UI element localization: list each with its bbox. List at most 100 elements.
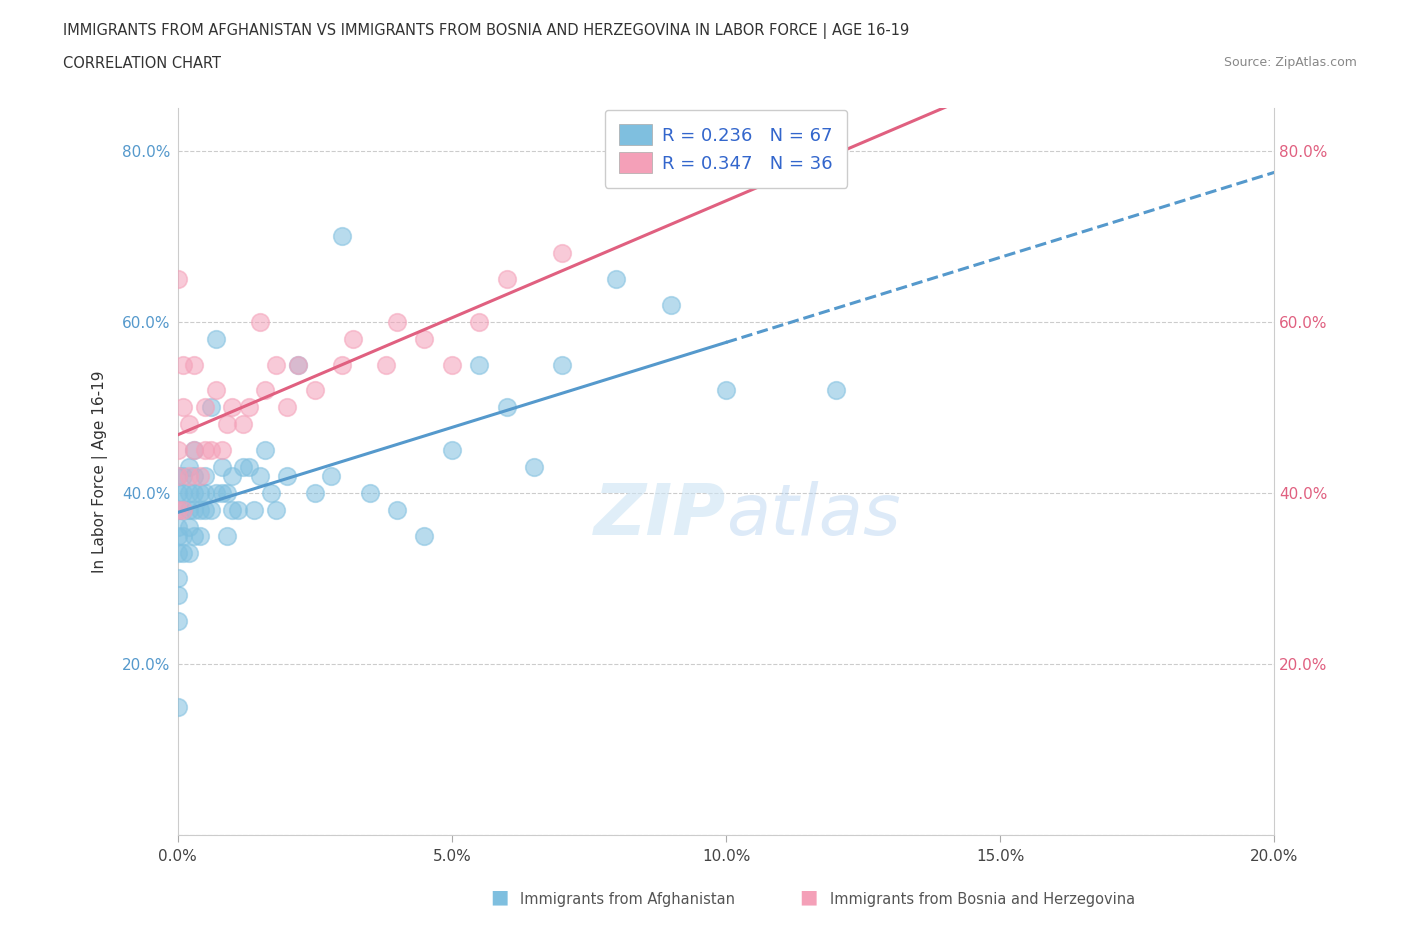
Point <box>205 485 228 500</box>
Point <box>254 443 277 458</box>
Point <box>166 588 188 603</box>
Point <box>166 699 188 714</box>
Text: IMMIGRANTS FROM AFGHANISTAN VS IMMIGRANTS FROM BOSNIA AND HERZEGOVINA IN LABOR F: IMMIGRANTS FROM AFGHANISTAN VS IMMIGRANT… <box>63 23 910 39</box>
Point <box>183 502 205 517</box>
Point <box>495 400 517 415</box>
Point <box>215 485 238 500</box>
Point <box>183 469 205 484</box>
Point <box>166 571 188 586</box>
Point <box>211 443 233 458</box>
Point <box>172 485 194 500</box>
Point <box>183 528 205 543</box>
Point <box>177 545 200 560</box>
Point <box>188 485 211 500</box>
Point <box>550 357 572 372</box>
Point <box>172 502 194 517</box>
Point <box>226 502 249 517</box>
Point <box>200 400 222 415</box>
Point <box>243 502 266 517</box>
Text: Immigrants from Afghanistan: Immigrants from Afghanistan <box>520 892 735 907</box>
Point <box>172 528 194 543</box>
Text: ■: ■ <box>799 888 818 907</box>
Point <box>659 298 682 312</box>
Point <box>177 417 200 432</box>
Point <box>188 469 211 484</box>
Point <box>177 469 200 484</box>
Point <box>468 357 491 372</box>
Point <box>166 614 188 629</box>
Point <box>194 400 217 415</box>
Point <box>330 229 353 244</box>
Point <box>215 417 238 432</box>
Y-axis label: In Labor Force | Age 16-19: In Labor Force | Age 16-19 <box>93 370 108 573</box>
Point <box>177 520 200 535</box>
Point <box>276 469 298 484</box>
Point <box>172 469 194 484</box>
Point <box>440 357 463 372</box>
Legend: R = 0.236   N = 67, R = 0.347   N = 36: R = 0.236 N = 67, R = 0.347 N = 36 <box>605 110 848 188</box>
Point <box>413 331 436 346</box>
Point <box>166 485 188 500</box>
Point <box>166 502 188 517</box>
Point <box>304 383 326 398</box>
Point <box>495 272 517 286</box>
Point <box>523 459 546 474</box>
Point <box>605 272 627 286</box>
Point <box>183 443 205 458</box>
Point <box>221 502 243 517</box>
Point <box>166 502 188 517</box>
Point <box>211 485 233 500</box>
Point <box>221 469 243 484</box>
Point <box>321 469 343 484</box>
Point <box>287 357 309 372</box>
Point <box>304 485 326 500</box>
Point <box>359 485 381 500</box>
Point <box>215 528 238 543</box>
Point <box>287 357 309 372</box>
Point <box>260 485 283 500</box>
Text: ZIP: ZIP <box>593 481 725 550</box>
Point <box>375 357 398 372</box>
Text: Immigrants from Bosnia and Herzegovina: Immigrants from Bosnia and Herzegovina <box>830 892 1135 907</box>
Point <box>205 383 228 398</box>
Point <box>238 400 260 415</box>
Point <box>166 528 188 543</box>
Point <box>266 502 288 517</box>
Point <box>166 469 188 484</box>
Point <box>342 331 364 346</box>
Point <box>440 443 463 458</box>
Point <box>194 469 217 484</box>
Text: CORRELATION CHART: CORRELATION CHART <box>63 56 221 71</box>
Point <box>188 528 211 543</box>
Point <box>194 443 217 458</box>
Point <box>824 383 846 398</box>
Point <box>211 459 233 474</box>
Point <box>166 272 188 286</box>
Point <box>188 502 211 517</box>
Text: Source: ZipAtlas.com: Source: ZipAtlas.com <box>1223 56 1357 69</box>
Point <box>330 357 353 372</box>
Point <box>166 443 188 458</box>
Text: ■: ■ <box>489 888 509 907</box>
Point <box>183 443 205 458</box>
Point <box>177 459 200 474</box>
Point <box>238 459 260 474</box>
Point <box>413 528 436 543</box>
Text: atlas: atlas <box>725 481 901 550</box>
Point <box>232 459 254 474</box>
Point <box>194 502 217 517</box>
Point <box>221 400 243 415</box>
Point <box>172 502 194 517</box>
Point <box>183 357 205 372</box>
Point <box>166 469 188 484</box>
Point <box>172 357 194 372</box>
Point <box>266 357 288 372</box>
Point <box>385 314 408 329</box>
Point <box>468 314 491 329</box>
Point <box>200 443 222 458</box>
Point <box>200 502 222 517</box>
Point <box>177 485 200 500</box>
Point <box>172 400 194 415</box>
Point <box>550 246 572 260</box>
Point <box>166 545 188 560</box>
